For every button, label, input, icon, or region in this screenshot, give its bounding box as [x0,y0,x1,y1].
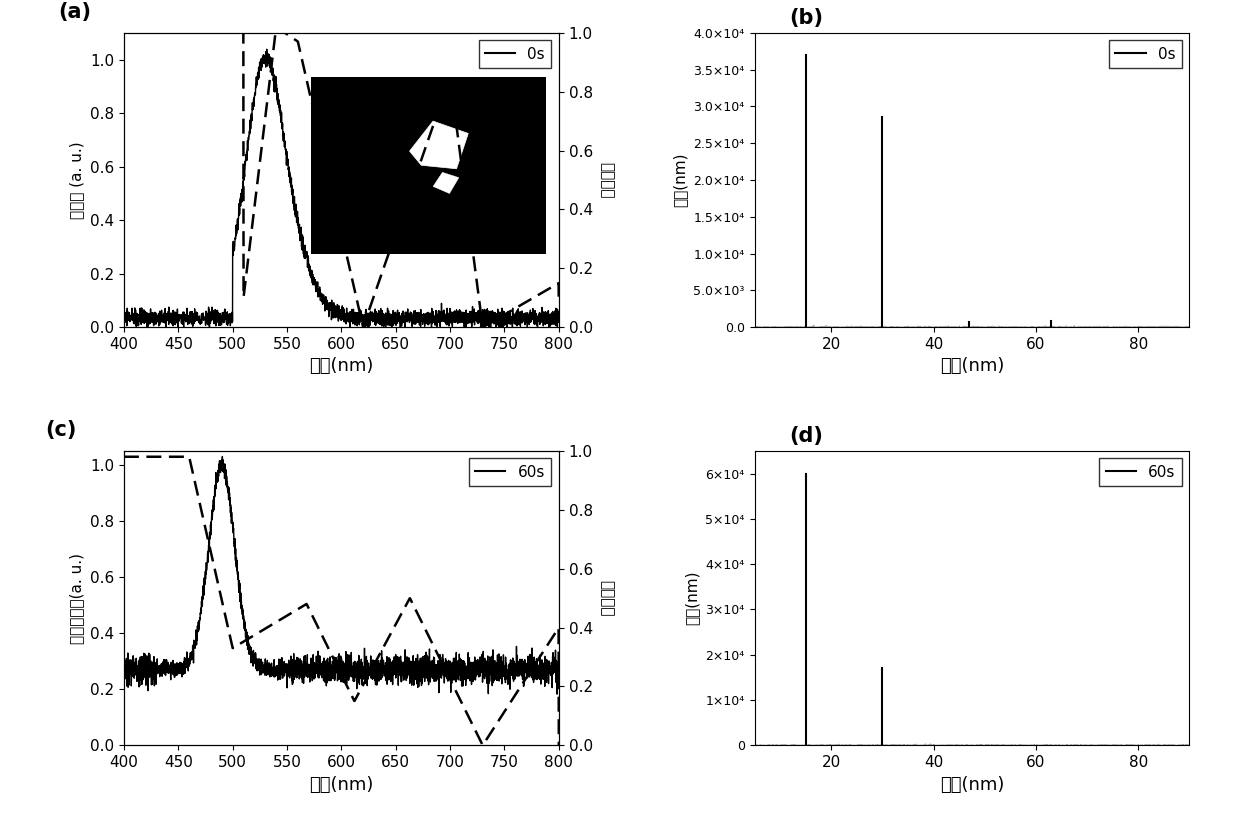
X-axis label: 波长(nm): 波长(nm) [310,776,373,794]
Legend: 0s: 0s [478,40,551,68]
Y-axis label: ？？？ (a. u.): ？？？ (a. u.) [69,141,84,219]
Y-axis label: 衰减强度: 衰减强度 [598,580,613,617]
X-axis label: 波长(nm): 波长(nm) [940,357,1004,375]
Y-axis label: 衰减强度: 衰减强度 [598,161,613,198]
X-axis label: 波长(nm): 波长(nm) [940,776,1004,794]
Legend: 0s: 0s [1109,40,1182,68]
Text: (c): (c) [46,420,77,440]
Text: (b): (b) [789,8,824,28]
Y-axis label: 强度(nm): 强度(nm) [685,571,700,626]
Legend: 60s: 60s [1099,459,1182,486]
Text: (d): (d) [789,426,823,446]
Text: (a): (a) [58,2,92,22]
X-axis label: 波长(nm): 波长(nm) [310,357,373,375]
Legend: 60s: 60s [468,459,551,486]
Y-axis label: 归一化强度(a. u.): 归一化强度(a. u.) [69,553,84,644]
Y-axis label: 强度(nm): 强度(nm) [673,152,688,207]
